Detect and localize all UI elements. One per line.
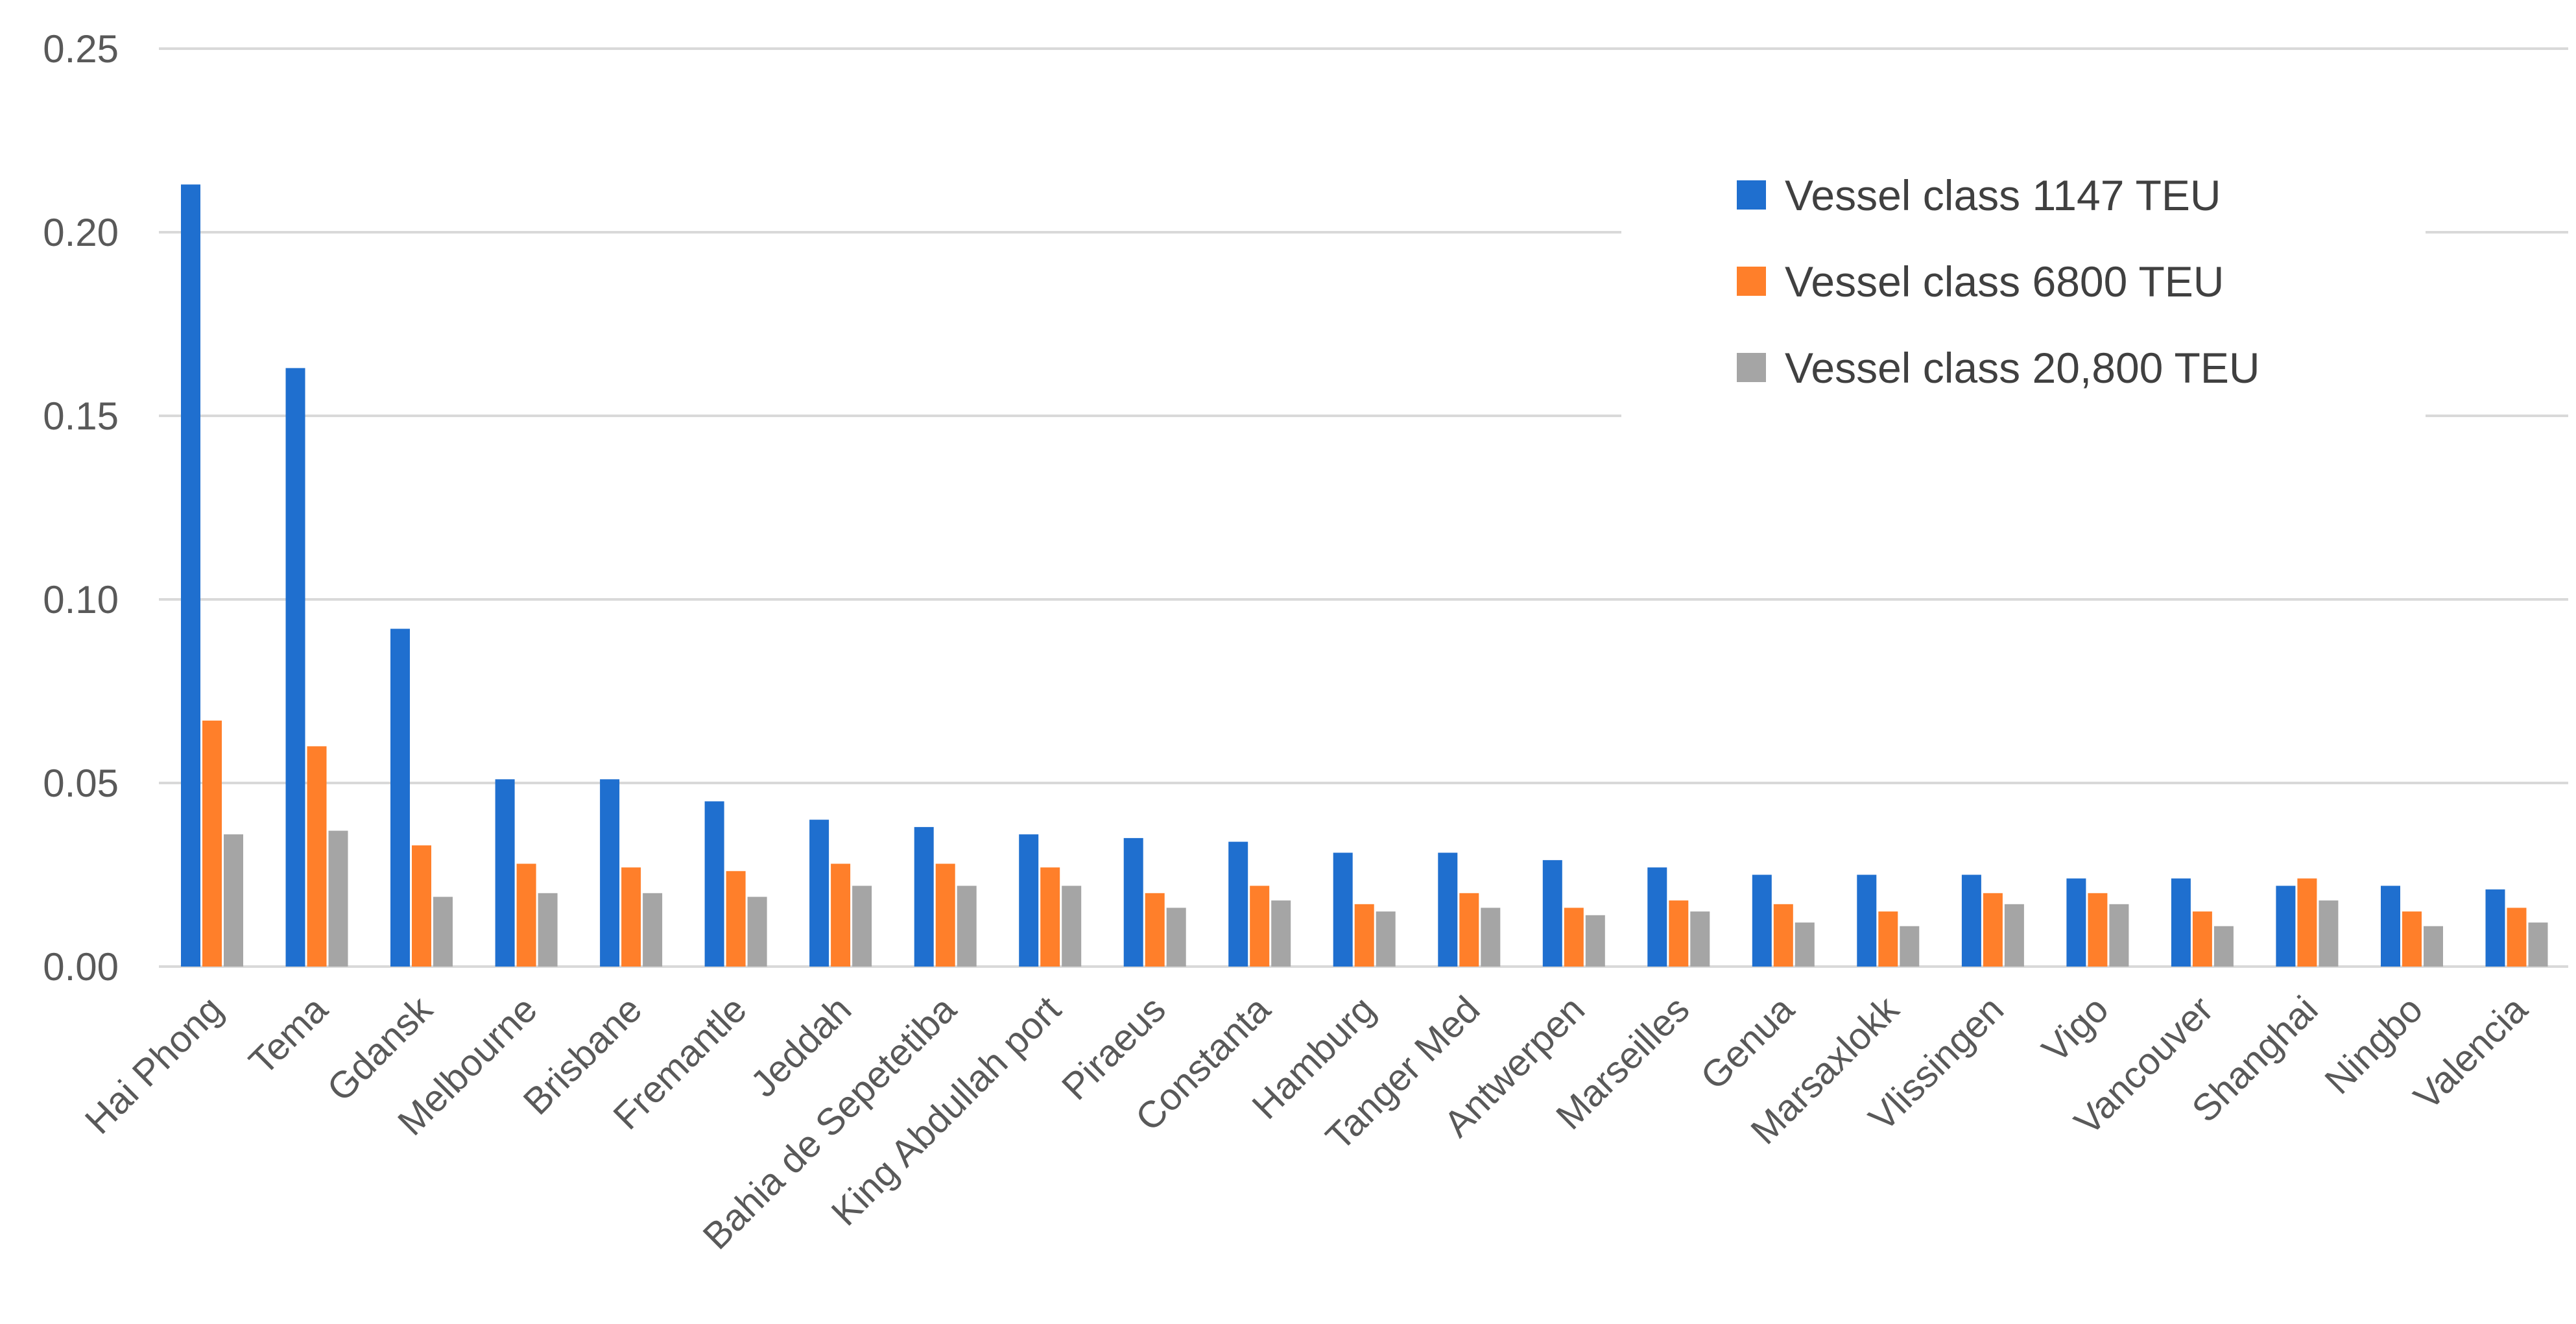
x-category-label: Hai Phong — [77, 988, 231, 1142]
bar-hai-phong-series-1 — [181, 184, 200, 967]
legend-swatch-series-3 — [1737, 353, 1766, 382]
y-tick-label: 0.15 — [43, 394, 119, 438]
bar-fremantle-series-3 — [747, 897, 767, 967]
x-category-label: Valencia — [2405, 988, 2536, 1118]
bar-jeddah-series-1 — [809, 819, 829, 967]
bar-antwerpen-series-3 — [1585, 915, 1605, 967]
bar-tanger-med-series-3 — [1481, 908, 1501, 967]
bar-brisbane-series-3 — [643, 893, 663, 967]
bar-genua-series-2 — [1773, 904, 1793, 967]
bar-vancouver-series-3 — [2213, 926, 2234, 967]
bar-vigo-series-2 — [2088, 893, 2108, 967]
y-tick-label: 0.10 — [43, 578, 119, 621]
bar-king-abdullah-port-series-1 — [1019, 834, 1039, 967]
bar-marseilles-series-2 — [1669, 900, 1689, 967]
bar-vlissingen-series-1 — [1961, 874, 1981, 967]
bar-valencia-series-1 — [2485, 889, 2505, 967]
bar-gdansk-series-3 — [433, 897, 453, 967]
bar-vancouver-series-1 — [2171, 878, 2191, 967]
y-tick-label: 0.05 — [43, 762, 119, 805]
bar-tanger-med-series-1 — [1438, 852, 1458, 967]
bars — [181, 184, 2548, 967]
bar-jeddah-series-3 — [852, 885, 872, 967]
bar-vlissingen-series-2 — [1983, 893, 2003, 967]
bar-shanghai-series-3 — [2319, 900, 2339, 967]
bar-tema-series-1 — [285, 368, 305, 967]
legend-swatch-series-2 — [1737, 267, 1766, 296]
x-category-label: Tema — [241, 988, 336, 1083]
bar-hai-phong-series-3 — [224, 834, 243, 967]
bar-hamburg-series-2 — [1354, 904, 1374, 967]
bar-constanta-series-1 — [1228, 841, 1248, 967]
bar-antwerpen-series-2 — [1564, 908, 1584, 967]
bar-genua-series-1 — [1752, 874, 1772, 967]
bar-ningbo-series-2 — [2402, 911, 2422, 967]
x-category-label: Vigo — [2034, 988, 2116, 1070]
bar-king-abdullah-port-series-3 — [1062, 885, 1082, 967]
bar-melbourne-series-3 — [538, 893, 558, 967]
bar-ningbo-series-3 — [2424, 926, 2443, 967]
bar-jeddah-series-2 — [831, 863, 851, 967]
bar-bahia-de-sepetetiba-series-2 — [935, 863, 955, 967]
bar-bahia-de-sepetetiba-series-1 — [914, 826, 934, 967]
bar-gdansk-series-1 — [390, 629, 410, 967]
gridlines — [159, 47, 2568, 968]
y-tick-label: 0.25 — [43, 27, 119, 71]
bar-marseilles-series-1 — [1647, 867, 1667, 967]
bar-marseilles-series-3 — [1690, 911, 1710, 967]
y-axis-tick-labels: 0.00 0.05 0.10 0.15 0.20 0.25 — [43, 27, 119, 989]
bar-melbourne-series-2 — [516, 863, 536, 967]
legend-label-series-1: Vessel class 1147 TEU — [1785, 171, 2221, 219]
bar-antwerpen-series-1 — [1542, 860, 1562, 967]
y-tick-label: 0.20 — [43, 211, 119, 254]
legend-label-series-3: Vessel class 20,800 TEU — [1785, 344, 2260, 392]
bar-vancouver-series-2 — [2192, 911, 2212, 967]
bar-piraeus-series-1 — [1123, 837, 1143, 967]
bar-hamburg-series-3 — [1376, 911, 1396, 967]
x-axis-category-labels: Hai Phong TemaGdanskMelbourneBrisbaneFrem… — [77, 988, 2536, 1258]
legend-swatch-series-1 — [1737, 180, 1766, 210]
bar-brisbane-series-1 — [600, 779, 620, 967]
bar-vigo-series-3 — [2109, 904, 2129, 967]
bar-brisbane-series-2 — [621, 867, 641, 967]
bar-bahia-de-sepetetiba-series-3 — [957, 885, 977, 967]
bar-ningbo-series-1 — [2381, 885, 2400, 967]
bar-fremantle-series-1 — [704, 801, 724, 967]
bar-shanghai-series-2 — [2297, 878, 2317, 967]
bar-genua-series-3 — [1795, 922, 1815, 967]
bar-hai-phong-series-2 — [202, 720, 222, 967]
y-tick-label: 0.00 — [43, 945, 119, 989]
bar-valencia-series-3 — [2528, 922, 2548, 967]
bar-valencia-series-2 — [2507, 908, 2527, 967]
bar-melbourne-series-1 — [495, 779, 515, 967]
bar-king-abdullah-port-series-2 — [1040, 867, 1060, 967]
bar-constanta-series-2 — [1250, 885, 1270, 967]
bar-gdansk-series-2 — [412, 845, 431, 967]
bar-fremantle-series-2 — [726, 871, 746, 967]
bar-tema-series-2 — [307, 746, 327, 967]
bar-marsaxlokk-series-2 — [1878, 911, 1898, 967]
bar-piraeus-series-3 — [1166, 908, 1186, 967]
bar-marsaxlokk-series-1 — [1857, 874, 1877, 967]
legend: Vessel class 1147 TEU Vessel class 6800 T… — [1621, 139, 2426, 425]
bar-shanghai-series-1 — [2276, 885, 2296, 967]
bar-marsaxlokk-series-3 — [1900, 926, 1920, 967]
bar-hamburg-series-1 — [1333, 852, 1353, 967]
bar-tema-series-3 — [328, 830, 348, 967]
bar-vlissingen-series-3 — [2004, 904, 2024, 967]
bar-constanta-series-3 — [1271, 900, 1291, 967]
legend-label-series-2: Vessel class 6800 TEU — [1785, 258, 2224, 306]
bar-piraeus-series-2 — [1145, 893, 1165, 967]
bar-tanger-med-series-2 — [1459, 893, 1479, 967]
bar-vigo-series-1 — [2066, 878, 2086, 967]
